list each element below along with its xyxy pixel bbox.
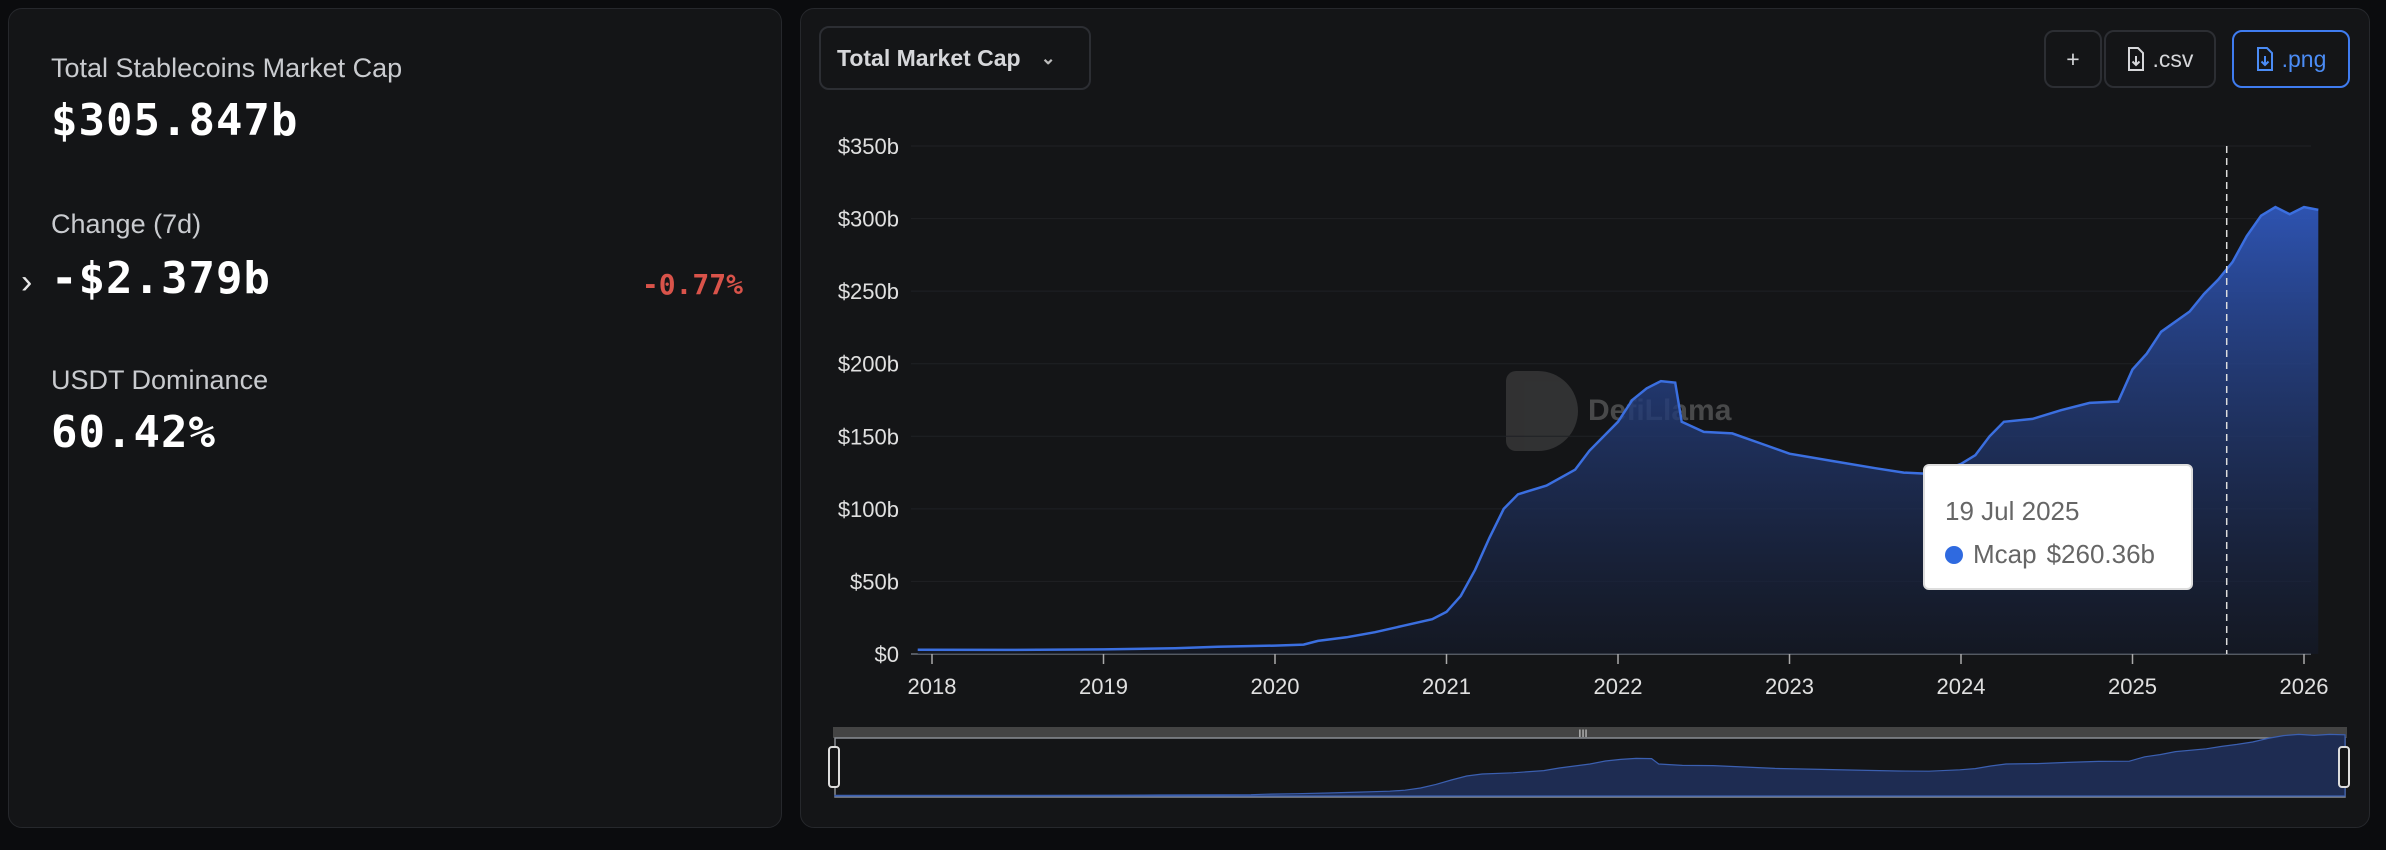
brush-handle-right[interactable] — [2338, 746, 2350, 788]
market-cap-label: Total Stablecoins Market Cap — [51, 53, 403, 83]
y-tick-label: $200b — [838, 352, 899, 377]
metric-select[interactable]: Total Market Cap ⌄ — [819, 26, 1091, 90]
y-tick-label: $150b — [838, 424, 899, 449]
tooltip-series: Mcap — [1973, 539, 2037, 569]
x-tick-label: 2018 — [908, 674, 957, 699]
chevron-right-icon[interactable]: › — [21, 263, 33, 301]
y-tick-label: $0 — [875, 642, 899, 667]
x-tick-label: 2020 — [1251, 674, 1300, 699]
dominance-value: 60.42% — [51, 407, 216, 458]
y-tick-label: $50b — [850, 569, 899, 594]
brush-drag-bar[interactable] — [833, 727, 2347, 738]
y-tick-label: $250b — [838, 279, 899, 304]
mini-series-area — [834, 733, 2346, 797]
grip-icon: III — [1578, 728, 1587, 740]
x-tick-label: 2022 — [1594, 674, 1643, 699]
change-percent: -0.77% — [641, 268, 743, 301]
llama-logo-icon — [1506, 371, 1578, 451]
x-tick-label: 2019 — [1079, 674, 1128, 699]
summary-panel: Total Stablecoins Market Cap $305.847b C… — [8, 8, 782, 828]
brush-handle-left[interactable] — [828, 746, 840, 788]
plus-icon: + — [2066, 45, 2080, 72]
tooltip-date: 19 Jul 2025 — [1945, 496, 2080, 526]
metric-select-label: Total Market Cap — [837, 44, 1021, 71]
series-dot-icon — [1945, 545, 1963, 564]
dominance-label: USDT Dominance — [51, 365, 269, 395]
chart-tooltip: 19 Jul 2025 Mcap $260.36b — [1923, 464, 2193, 590]
x-tick-label: 2021 — [1422, 674, 1471, 699]
change-label: Change (7d) — [51, 209, 202, 239]
y-tick-label: $100b — [838, 497, 899, 522]
x-tick-label: 2026 — [2280, 674, 2329, 699]
x-tick-label: 2025 — [2108, 674, 2157, 699]
png-download-button[interactable]: .png — [2232, 30, 2350, 88]
series-line — [917, 205, 2319, 652]
y-tick-label: $300b — [838, 207, 899, 232]
chevron-down-icon: ⌄ — [1040, 47, 1056, 68]
tooltip-value: $260.36b — [2046, 539, 2156, 569]
x-tick-label: 2023 — [1765, 674, 1814, 699]
file-download-icon — [2256, 47, 2273, 71]
x-tick-label: 2024 — [1937, 674, 1986, 699]
change-value: -$2.379b — [51, 253, 271, 304]
png-label: .png — [2281, 45, 2327, 72]
market-cap-chart[interactable]: $0 $50b $100b $150b $200b $250b $300b $350b 2018… — [801, 9, 2371, 829]
range-brush[interactable]: III — [828, 727, 2350, 798]
csv-download-button[interactable]: .csv — [2104, 30, 2216, 88]
y-tick-label: $350b — [838, 134, 899, 159]
defillama-watermark: DefiLlama — [1506, 371, 1731, 451]
chart-panel: Total Market Cap ⌄ + .csv .png DefiLlama… — [800, 8, 2370, 828]
file-download-icon — [2127, 47, 2144, 71]
add-button[interactable]: + — [2044, 30, 2102, 88]
market-cap-value: $305.847b — [51, 95, 299, 146]
csv-label: .csv — [2152, 45, 2194, 72]
